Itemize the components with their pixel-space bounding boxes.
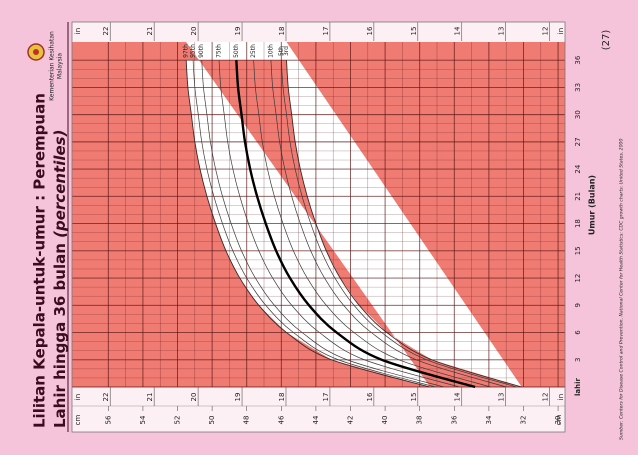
x-axis-label: Umur (Bulan) xyxy=(588,175,597,235)
percentile-label: 97th xyxy=(183,44,190,58)
y2-tick-label: 13 xyxy=(498,27,506,36)
y2-tick-label: 14 xyxy=(454,392,462,401)
x-tick-label: 3 xyxy=(574,358,582,362)
y2-tick-label: 16 xyxy=(366,392,374,401)
y2-tick-label: 15 xyxy=(410,393,418,402)
source-note: Sumber: Centers for Disease Control and … xyxy=(619,139,625,440)
percentile-curve xyxy=(235,60,476,389)
y2-tick-label: 20 xyxy=(190,393,198,402)
page-number: (27) xyxy=(601,30,612,51)
y-tick-label: 54 xyxy=(139,415,147,424)
percentile-curve xyxy=(270,60,507,388)
percentile-label: 3rd xyxy=(283,46,290,56)
y-tick-label: 30 xyxy=(554,416,562,425)
y2-tick-label: 18 xyxy=(278,27,286,36)
subtitle-main: Lahir hingga 36 bulan xyxy=(51,243,69,428)
percentile-label: 25th xyxy=(250,44,257,58)
x-tick-label: 18 xyxy=(574,219,582,228)
x-tick-label: 15 xyxy=(574,246,582,255)
y-tick-label: 34 xyxy=(485,415,493,424)
top-inch-strip xyxy=(72,22,565,42)
y-tick-label: 44 xyxy=(312,415,320,424)
y2-tick-label: 22 xyxy=(102,393,110,402)
percentile-label: 5th xyxy=(278,46,285,56)
ministry-name: Kementerian Kesihatan xyxy=(49,31,56,101)
y-tick-label: 50 xyxy=(208,416,216,425)
percentile-label: 10th xyxy=(267,44,274,58)
y2-tick-label: 18 xyxy=(278,393,286,402)
y2-tick-label: 17 xyxy=(322,27,330,36)
percentile-label: 90th xyxy=(198,44,205,58)
x-tick-label: 21 xyxy=(574,192,582,201)
y-tick-label: 36 xyxy=(450,415,458,424)
y2-tick-label: 21 xyxy=(146,27,154,36)
y2-tick-label: 14 xyxy=(454,26,462,35)
y-tick-label: 56 xyxy=(104,415,112,424)
y-tick-label: 32 xyxy=(519,416,527,425)
y2-tick-label: 20 xyxy=(190,27,198,36)
y2-tick-label: 12 xyxy=(542,393,550,402)
y-tick-label: 38 xyxy=(416,416,424,425)
y2-tick-label: 13 xyxy=(498,393,506,402)
ministry-country: Malaysia xyxy=(57,53,64,80)
y2-tick-label: 22 xyxy=(102,27,110,36)
chart-title: Lilitan Kepala-untuk-umur : Perempuan xyxy=(31,93,49,428)
x-tick-label: lahir xyxy=(574,377,582,396)
y2-unit-label: in xyxy=(74,28,82,34)
y-tick-label: 42 xyxy=(347,416,355,425)
y2-tick-label: 16 xyxy=(366,26,374,35)
x-tick-label: 12 xyxy=(574,274,582,283)
y-unit-label: cm xyxy=(74,414,82,425)
x-tick-label: 33 xyxy=(574,83,582,92)
y2-tick-label: 19 xyxy=(234,27,242,36)
percentile-curve xyxy=(218,60,460,388)
y-tick-label: 46 xyxy=(277,415,285,424)
y-tick-label: 52 xyxy=(174,416,182,425)
x-tick-label: 30 xyxy=(574,110,582,119)
percentile-curve xyxy=(280,60,517,388)
y2-tick-label: 21 xyxy=(146,393,154,402)
percentile-label: 75th xyxy=(216,44,223,58)
chart-subtitle: Lahir hingga 36 bulan (percentiles) xyxy=(51,130,69,428)
percentile-curve xyxy=(253,60,491,388)
y2-tick-label: 12 xyxy=(542,27,550,36)
emblem-center xyxy=(33,49,39,55)
y2-tick-label: 19 xyxy=(234,393,242,402)
subtitle-note: (percentiles) xyxy=(51,130,69,238)
y2-unit-label: in xyxy=(74,394,82,400)
y2-tick-label: 17 xyxy=(322,393,330,402)
percentile-curve xyxy=(286,60,522,388)
percentile-label: 95th xyxy=(190,44,197,58)
x-tick-label: 6 xyxy=(574,330,582,335)
y2-tick-label: 15 xyxy=(410,27,418,36)
percentile-curve xyxy=(192,60,436,388)
y2-unit-label: in xyxy=(557,28,565,34)
y-tick-label: 40 xyxy=(381,416,389,425)
y-tick-label: 48 xyxy=(243,416,251,425)
chart-frame xyxy=(71,21,566,433)
ministry-logo xyxy=(27,43,45,61)
y-unit-label: cm xyxy=(555,414,563,425)
normal-band xyxy=(186,42,522,387)
x-tick-label: 36 xyxy=(574,55,582,64)
y2-unit-label: in xyxy=(557,394,565,400)
x-tick-label: 9 xyxy=(574,303,582,307)
percentile-curve xyxy=(185,60,431,388)
percentile-curve xyxy=(201,60,445,388)
x-tick-label: 24 xyxy=(574,164,582,173)
percentile-label: 50th xyxy=(233,44,240,58)
x-tick-label: 27 xyxy=(574,137,582,146)
